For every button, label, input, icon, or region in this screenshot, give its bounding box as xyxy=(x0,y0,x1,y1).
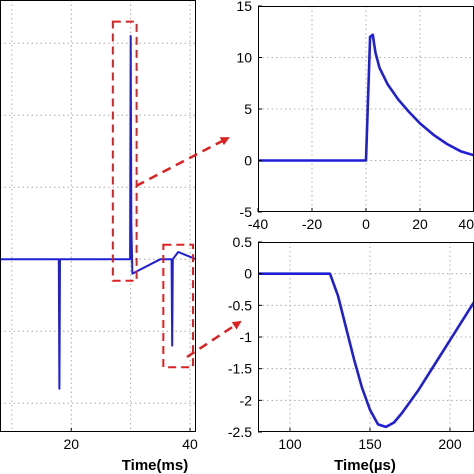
main-trace-series xyxy=(0,35,197,390)
y-tick-label: 10 xyxy=(236,50,252,66)
y-tick-label: 0 xyxy=(244,266,252,282)
x-tick-label: -20 xyxy=(302,216,322,232)
main-x-tick-labels: 20 40 xyxy=(63,428,198,452)
y-tick-label: 15 xyxy=(236,0,252,14)
series-line xyxy=(258,33,474,162)
zoom-pulse-panel: -40 -20 0 20 40 -5 0 5 10 15 xyxy=(236,0,474,232)
main-grid xyxy=(0,0,196,432)
series-line xyxy=(258,272,474,429)
highlight-box xyxy=(162,243,195,369)
series-line xyxy=(0,35,197,390)
zoom2-grid xyxy=(258,242,474,432)
zoom2-x-axis-label: Time(µs) xyxy=(334,457,396,474)
x-tick-label: 200 xyxy=(438,436,462,452)
highlight-boxes xyxy=(111,20,195,369)
zoom-arrow-upper xyxy=(135,136,230,188)
x-tick-label: -40 xyxy=(248,216,268,232)
y-tick-label: -1.5 xyxy=(228,361,252,377)
y-tick-label: -0.5 xyxy=(228,297,252,313)
zoom2-x-tick-labels: 100 150 200 xyxy=(278,428,462,452)
y-tick-label: -2.5 xyxy=(228,424,252,440)
main-plot-frame xyxy=(0,0,196,432)
y-tick-label: 0 xyxy=(244,153,252,169)
y-tick-label: -1 xyxy=(240,329,253,345)
main-x-axis-label: Time(ms) xyxy=(122,457,188,474)
zoom2-y-tick-labels: -2.5 -2 -1.5 -1 -0.5 0 0.5 xyxy=(228,234,262,440)
x-tick-label: 40 xyxy=(182,436,198,452)
y-tick-label: -5 xyxy=(240,204,253,220)
x-tick-label: 100 xyxy=(278,436,302,452)
x-tick-label: 150 xyxy=(358,436,382,452)
y-tick-label: -2 xyxy=(240,392,253,408)
main-trace-panel: 20 40 Time(ms) xyxy=(0,0,198,474)
x-tick-label: 20 xyxy=(63,436,79,452)
highlight-box xyxy=(111,20,138,282)
x-tick-label: 40 xyxy=(458,216,474,232)
x-tick-label: 20 xyxy=(412,216,428,232)
zoom-dip-panel: 100 150 200 -2.5 -2 -1.5 -1 -0.5 0 0.5 Time(µs) xyxy=(228,234,474,474)
zoom-arrow-lower xyxy=(186,320,242,359)
zoom1-series xyxy=(258,33,474,162)
x-tick-label: 0 xyxy=(362,216,370,232)
zoom1-grid xyxy=(258,6,474,212)
y-tick-label: 5 xyxy=(244,101,252,117)
y-tick-label: 0.5 xyxy=(233,234,253,250)
zoom1-y-tick-labels: -5 0 5 10 15 xyxy=(236,0,262,220)
zoom2-series xyxy=(258,272,474,429)
